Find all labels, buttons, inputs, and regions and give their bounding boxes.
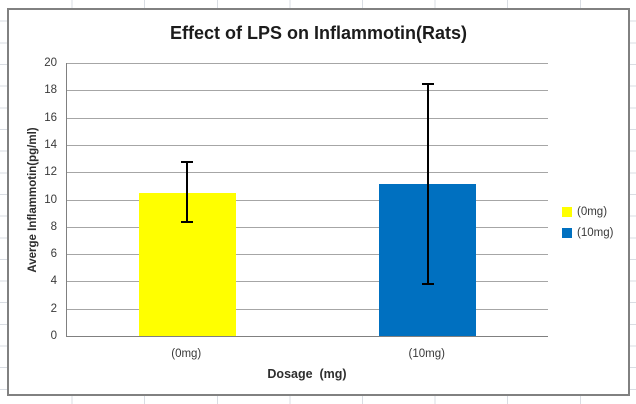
gridline	[67, 199, 548, 201]
x-category-label: (0mg)	[171, 348, 202, 360]
y-tick-label: 8	[50, 220, 57, 233]
error-bar-10mg	[421, 83, 434, 286]
gridline	[67, 254, 548, 256]
y-tick-label: 14	[44, 138, 57, 151]
legend-label: (0mg)	[577, 205, 608, 218]
gridline	[67, 172, 548, 174]
legend-swatch	[562, 227, 572, 238]
y-tick-label: 18	[44, 84, 57, 97]
gridline	[67, 281, 548, 283]
gridline	[67, 63, 548, 64]
y-tick-label: 16	[44, 111, 57, 124]
x-axis-title: Dosage (mg)	[267, 367, 347, 381]
x-category-label: (10mg)	[408, 348, 445, 360]
legend-swatch	[562, 206, 572, 217]
y-tick-label: 4	[50, 275, 57, 288]
error-bar-0mg	[181, 161, 194, 224]
gridline	[67, 308, 548, 310]
legend-item: (0mg)	[562, 201, 613, 222]
legend-item: (10mg)	[562, 222, 613, 243]
legend-label: (10mg)	[577, 226, 614, 239]
y-tick-label: 12	[44, 166, 57, 179]
y-tick-label: 10	[44, 193, 57, 206]
gridline	[67, 90, 548, 92]
gridline	[67, 226, 548, 228]
y-tick-label: 0	[50, 330, 57, 342]
chart: Effect of LPS on Inflammotin(Rats) Averg…	[7, 8, 630, 396]
chart-title: Effect of LPS on Inflammotin(Rats)	[170, 23, 467, 43]
gridline	[67, 117, 548, 119]
y-tick-label: 20	[44, 57, 57, 69]
gridline	[67, 144, 548, 146]
y-tick-label: 2	[50, 302, 57, 315]
plot-area	[66, 63, 548, 337]
y-tick-label: 6	[50, 248, 57, 261]
legend: (0mg) (10mg)	[562, 201, 613, 243]
